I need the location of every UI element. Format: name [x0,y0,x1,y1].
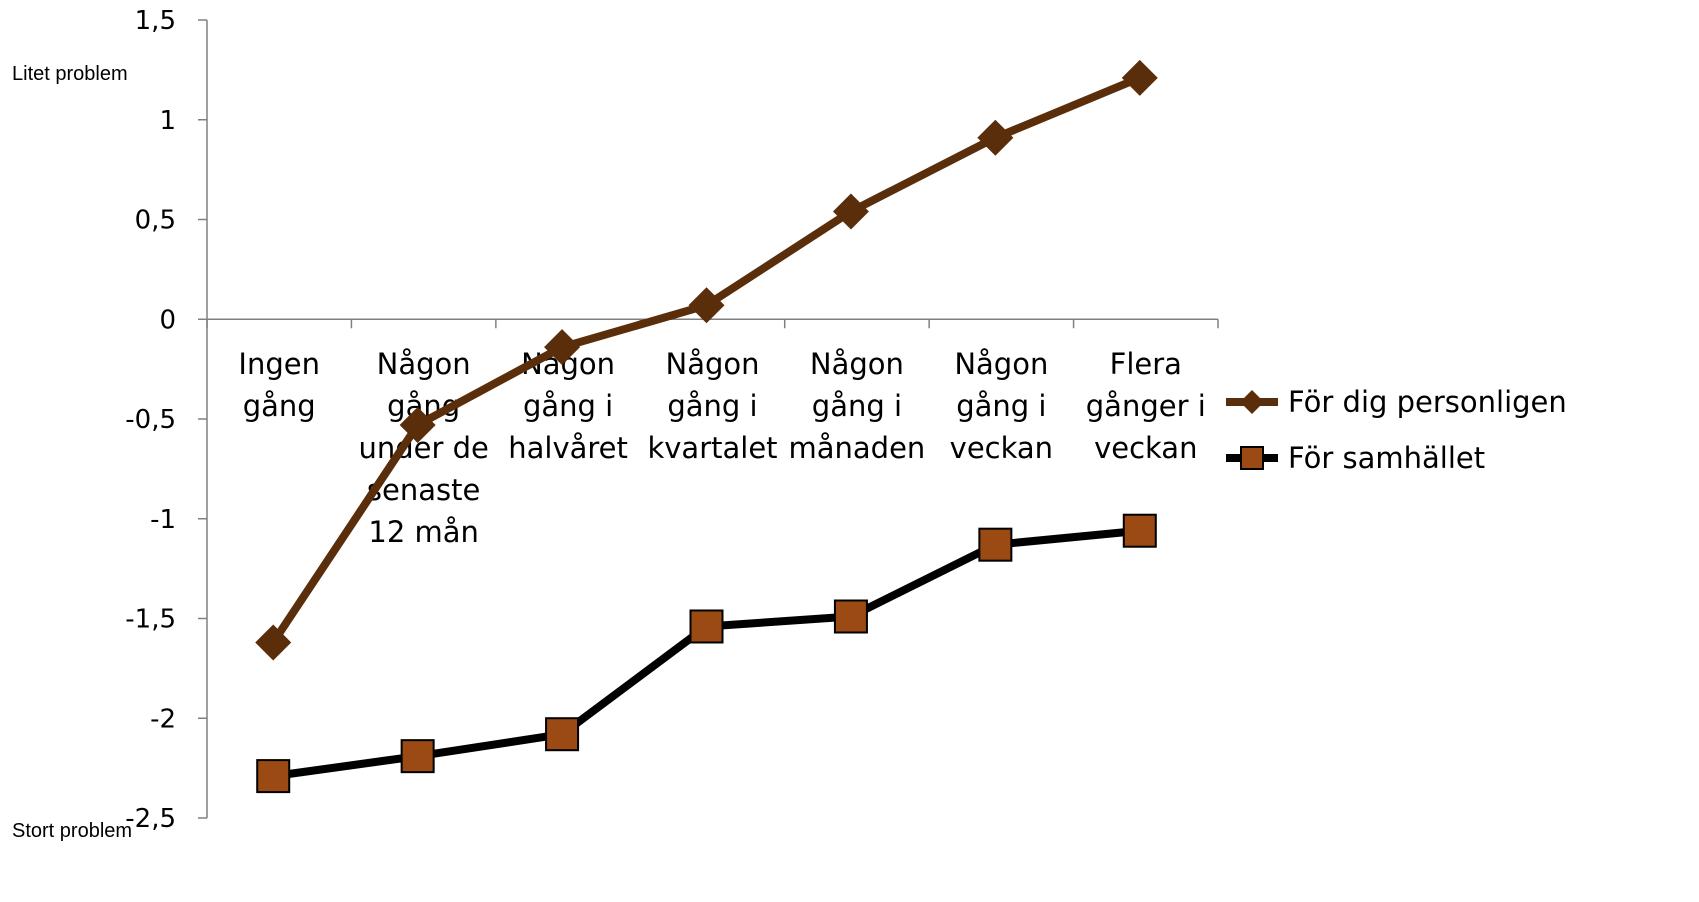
y-tick-label: -1 [150,505,176,535]
y-tick-labels: 1,5 1 0,5 0 -0,5 -1 -1,5 -2 -2,5 [125,6,176,834]
category-label-line: gång i [523,389,613,423]
legend: För dig personligen För samhället [1226,385,1567,475]
y-tick-label: -2 [150,704,176,734]
data-point [1122,513,1157,548]
y-tick-label: 1,5 [135,6,176,36]
category-label: Ingen gång [238,347,320,423]
category-label-line: gång i [812,389,902,423]
category-label-line: kvartalet [647,431,777,465]
data-point [688,287,725,324]
y-tick-label: 0,5 [135,206,176,236]
data-point [833,599,868,634]
category-label-line: veckan [950,431,1053,465]
data-point [545,717,580,752]
data-point [977,119,1014,156]
category-label-line: gång [243,389,316,423]
data-point [399,406,436,443]
category-label-line: Någon [377,347,471,381]
category-label-line: gång i [667,389,757,423]
y-tick-label: -1,5 [125,605,176,635]
category-label: Någon gång i månaden [789,347,926,465]
category-label-line: Någon [810,347,904,381]
legend-label: För dig personligen [1288,385,1567,419]
category-label-line: 12 mån [368,515,479,549]
y-tick-label: 1 [159,106,176,136]
data-point [256,759,291,794]
data-point [832,193,869,230]
y-tick-label: -0,5 [125,405,176,435]
legend-entry: För dig personligen [1226,385,1567,419]
category-label: Någon gång i kvartalet [647,347,777,465]
series-personal [255,59,1158,661]
data-point [689,609,724,644]
category-label-line: halvåret [508,431,628,465]
category-label-line: Någon [954,347,1048,381]
category-label-line: månaden [789,431,926,465]
category-label: Flera gånger i veckan [1086,347,1206,465]
legend-entry: För samhället [1226,441,1485,475]
category-label-line: Flera [1110,347,1182,381]
series-society [256,513,1157,794]
category-label-line: veckan [1094,431,1197,465]
data-point [255,624,292,661]
category-label-line: gånger i [1086,389,1206,423]
category-label-line: Någon [666,347,760,381]
series-layer [255,59,1158,794]
y-tick-label: -2,5 [125,804,176,834]
y-annotation-bottom: Stort problem [12,820,132,842]
legend-label: För samhället [1288,441,1485,475]
data-point [978,527,1013,562]
data-point [544,329,581,366]
data-point [400,739,435,774]
category-label-line: gång i [956,389,1046,423]
legend-marker [1240,446,1264,470]
data-point [1121,59,1158,96]
category-label-line: Ingen [238,347,320,381]
y-tick-label: 0 [159,305,176,335]
category-label: Någon gång i veckan [950,347,1053,465]
legend-marker [1240,390,1264,414]
y-annotation-top: Litet problem [12,63,128,85]
